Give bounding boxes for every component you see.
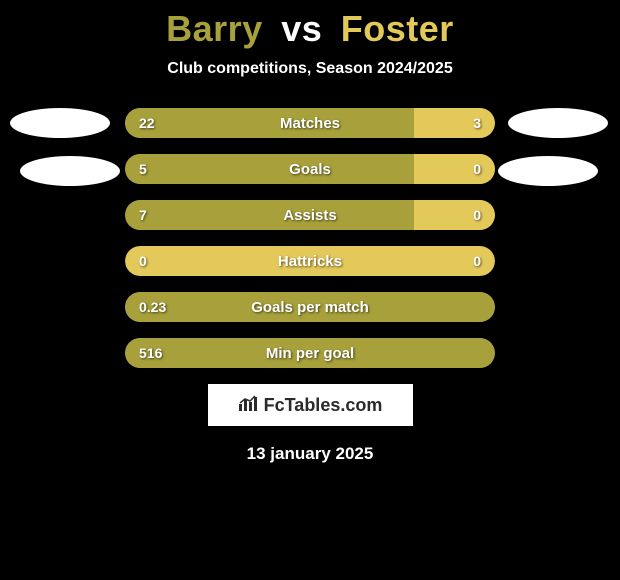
brand-box: FcTables.com — [208, 384, 413, 426]
stat-label: Goals — [125, 154, 495, 184]
stat-row-goals-per-match: 0.23Goals per match — [125, 292, 495, 322]
side-ellipse-0 — [10, 108, 110, 138]
stat-row-hattricks: 00Hattricks — [125, 246, 495, 276]
stat-label: Matches — [125, 108, 495, 138]
stat-label: Min per goal — [125, 338, 495, 368]
stat-label: Goals per match — [125, 292, 495, 322]
brand-text: FcTables.com — [264, 395, 383, 416]
page-title: Barry vs Foster — [0, 0, 620, 50]
stat-label: Assists — [125, 200, 495, 230]
player2-name: Foster — [341, 8, 454, 49]
stat-row-assists: 70Assists — [125, 200, 495, 230]
content-area: 223Matches 50Goals 70Assists 00Hattricks 0.2… — [0, 108, 620, 368]
side-ellipse-2 — [508, 108, 608, 138]
subtitle: Club competitions, Season 2024/2025 — [0, 60, 620, 78]
stat-row-matches: 223Matches — [125, 108, 495, 138]
player1-name: Barry — [166, 8, 263, 49]
date-text: 13 january 2025 — [0, 444, 620, 464]
stat-label: Hattricks — [125, 246, 495, 276]
side-ellipse-1 — [20, 156, 120, 186]
stat-row-goals: 50Goals — [125, 154, 495, 184]
side-ellipse-3 — [498, 156, 598, 186]
vs-text: vs — [281, 8, 322, 49]
stat-row-min-per-goal: 516Min per goal — [125, 338, 495, 368]
stat-rows: 223Matches 50Goals 70Assists 00Hattricks 0.2… — [125, 108, 495, 368]
chart-icon — [238, 394, 260, 417]
